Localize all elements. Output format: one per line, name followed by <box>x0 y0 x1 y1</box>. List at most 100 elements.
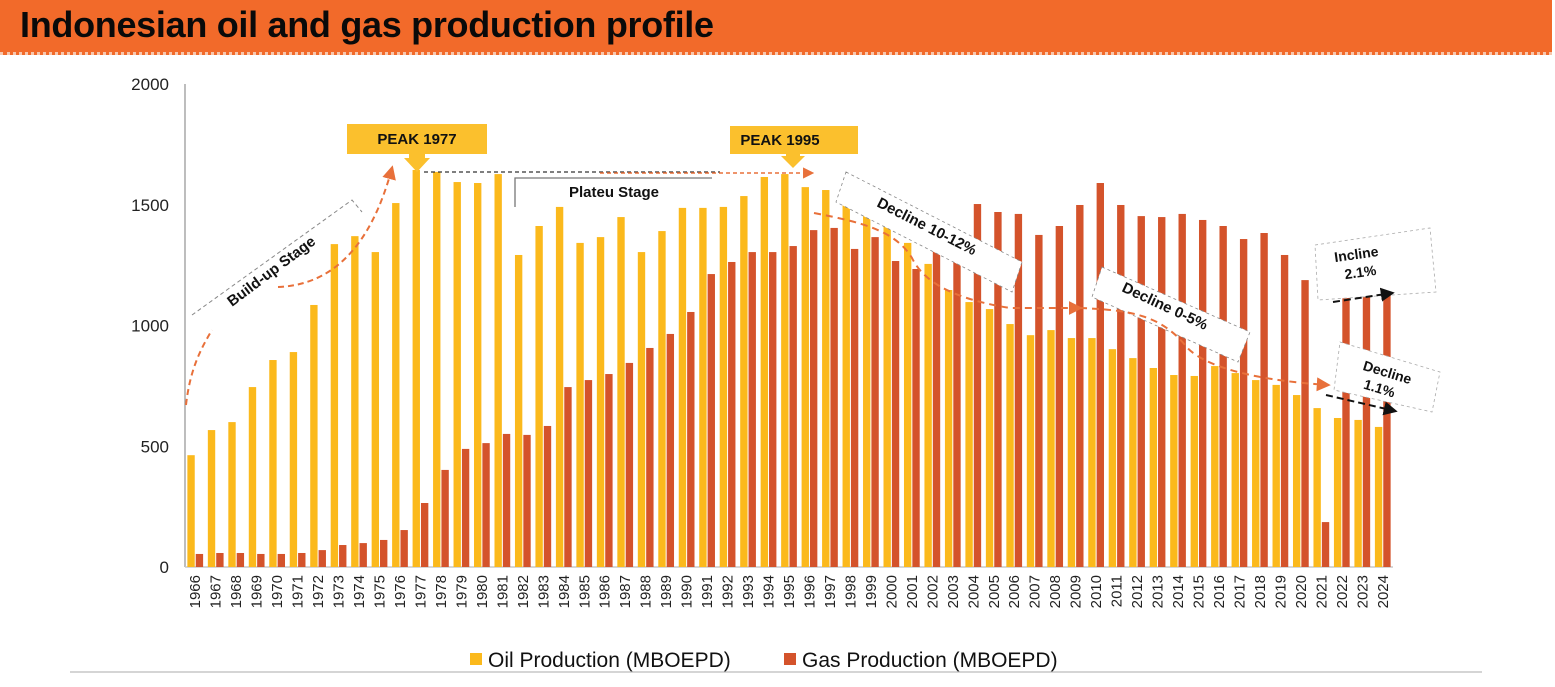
x-tick-label-1986: 1986 <box>597 575 614 608</box>
gas-bar-1981 <box>502 433 511 567</box>
x-tick-label-1973: 1973 <box>331 575 348 608</box>
gas-bar-1982 <box>523 434 531 567</box>
gas-bar-1971 <box>298 552 306 567</box>
gas-bar-2014 <box>1178 213 1186 567</box>
gas-bar-1988 <box>646 347 654 567</box>
gas-bar-1984 <box>564 387 572 567</box>
oil-bar-1985 <box>576 242 584 567</box>
x-tick-label-1966: 1966 <box>187 575 204 608</box>
x-tick-label-2008: 2008 <box>1047 575 1064 608</box>
x-tick-label-1990: 1990 <box>679 575 696 608</box>
gas-bar-1976 <box>400 530 408 567</box>
oil-bar-1973 <box>330 244 339 568</box>
x-tick-label-1980: 1980 <box>474 575 491 608</box>
x-tick-label-1996: 1996 <box>801 575 818 608</box>
oil-bar-1993 <box>740 196 748 567</box>
gas-bar-2019 <box>1280 254 1289 568</box>
incline-box <box>1314 227 1437 301</box>
plateau-label: Plateu Stage <box>569 184 659 201</box>
gas-bar-2013 <box>1158 217 1166 567</box>
buildup-label: Build-up Stage <box>224 233 319 310</box>
oil-bar-2001 <box>903 242 912 567</box>
legend-gas-label: Gas Production (MBOEPD) <box>802 649 1058 672</box>
bars-group <box>187 169 1391 568</box>
gas-bar-1992 <box>728 261 736 567</box>
oil-bar-2020 <box>1292 395 1301 567</box>
oil-bar-1971 <box>289 352 298 567</box>
x-tick-label-1989: 1989 <box>658 575 675 608</box>
oil-bar-1990 <box>678 207 687 567</box>
x-tick-label-1971: 1971 <box>290 575 307 608</box>
gas-bar-1999 <box>871 237 879 568</box>
legend-oil-label: Oil Production (MBOEPD) <box>488 649 731 672</box>
x-tick-label-1985: 1985 <box>576 575 593 608</box>
gas-bar-1998 <box>850 248 859 567</box>
gas-bar-2009 <box>1076 204 1084 568</box>
oil-bar-1982 <box>514 254 523 568</box>
x-tick-label-2024: 2024 <box>1375 575 1392 608</box>
x-tick-label-1979: 1979 <box>453 575 470 608</box>
x-tick-label-2019: 2019 <box>1272 575 1289 608</box>
x-tick-label-1984: 1984 <box>556 575 573 608</box>
buildup-trend-lower <box>185 329 213 406</box>
gas-bar-1980 <box>482 443 490 567</box>
oil-bar-1995 <box>781 174 789 567</box>
oil-bar-1978 <box>433 171 441 567</box>
peak-1995-label: PEAK 1995 <box>740 132 819 149</box>
page-title: Indonesian oil and gas production profil… <box>20 4 714 45</box>
oil-bar-1986 <box>596 237 605 568</box>
gas-bar-2015 <box>1198 219 1207 567</box>
gas-bar-1996 <box>809 230 818 568</box>
gas-bar-1973 <box>339 545 347 567</box>
oil-bar-2021 <box>1313 408 1321 567</box>
x-tick-label-1995: 1995 <box>781 575 798 608</box>
gas-bar-2018 <box>1260 233 1268 567</box>
gas-bar-2005 <box>994 212 1002 567</box>
decline-10-12-box <box>835 171 1023 293</box>
x-tick-label-2007: 2007 <box>1027 575 1044 608</box>
oil-bar-1999 <box>863 216 871 567</box>
gas-bar-1997 <box>830 227 838 567</box>
oil-bar-2023 <box>1354 419 1362 567</box>
x-tick-label-1997: 1997 <box>822 575 839 608</box>
x-tick-label-2021: 2021 <box>1313 575 1330 608</box>
oil-bar-1966 <box>187 455 195 567</box>
oil-bar-1981 <box>494 174 502 567</box>
oil-bar-1987 <box>617 217 625 567</box>
x-tick-label-2010: 2010 <box>1088 575 1105 608</box>
oil-bar-1997 <box>822 190 830 567</box>
y-tick-label: 1500 <box>131 196 169 215</box>
x-tick-label-2020: 2020 <box>1293 575 1310 608</box>
oil-bar-2018 <box>1252 380 1260 567</box>
oil-bar-2004 <box>965 302 973 567</box>
oil-bar-1972 <box>310 304 318 567</box>
decline-0-5-trend <box>1079 307 1331 392</box>
x-tick-label-1987: 1987 <box>617 575 634 608</box>
x-tick-label-1981: 1981 <box>494 575 511 608</box>
oil-bar-1977 <box>412 169 420 567</box>
gas-bar-2002 <box>932 250 941 567</box>
x-tick-label-1967: 1967 <box>208 575 225 608</box>
gas-bar-1989 <box>666 333 675 567</box>
gas-bar-1994 <box>769 252 777 567</box>
x-tick-label-1969: 1969 <box>249 575 266 608</box>
oil-bar-2005 <box>985 309 994 567</box>
plateau-bracket <box>514 177 712 207</box>
oil-bar-1979 <box>453 182 461 568</box>
gas-bar-2011 <box>1117 204 1125 568</box>
gas-bar-2021 <box>1321 522 1330 567</box>
gas-bar-2001 <box>912 268 920 567</box>
peak-1995-pointer-icon <box>781 154 805 168</box>
x-tick-label-2011: 2011 <box>1109 575 1126 607</box>
peak-1977-callout <box>347 124 487 154</box>
gas-bar-1986 <box>605 374 613 567</box>
decline-0-5-box <box>1091 266 1251 363</box>
x-tick-label-2017: 2017 <box>1231 575 1248 608</box>
oil-bar-2011 <box>1108 349 1117 567</box>
oil-bar-2024 <box>1374 426 1383 567</box>
x-tick-label-1992: 1992 <box>720 575 737 608</box>
x-tick-label-2023: 2023 <box>1354 575 1371 608</box>
oil-bar-2012 <box>1129 358 1137 567</box>
oil-bar-1974 <box>351 236 359 567</box>
x-tick-label-2006: 2006 <box>1006 575 1023 608</box>
